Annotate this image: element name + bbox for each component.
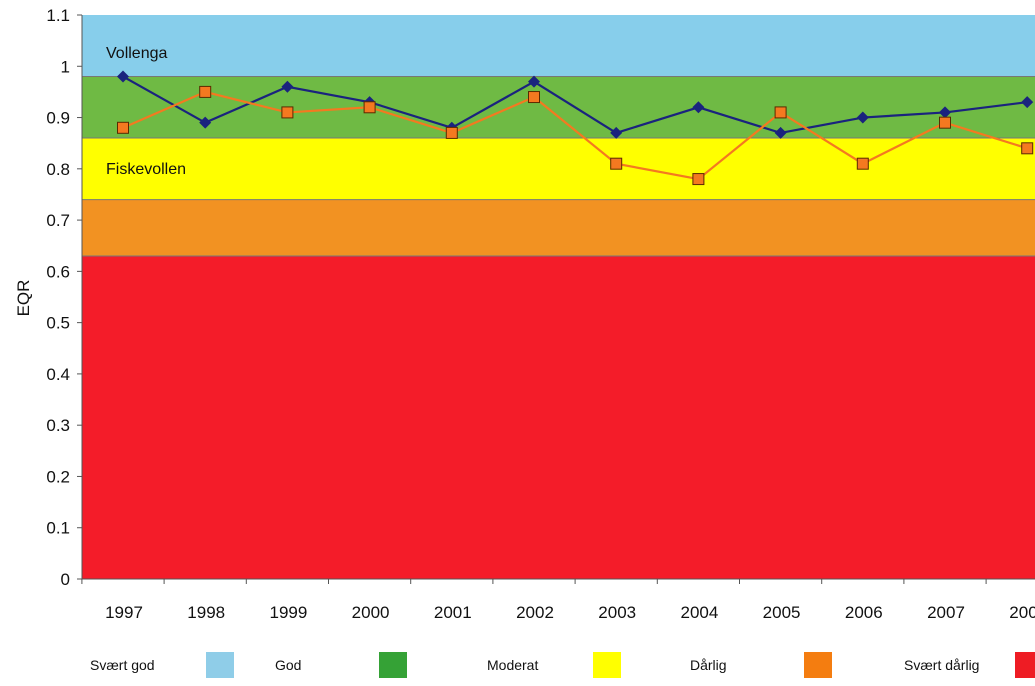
data-point-vollenga: [1021, 96, 1034, 109]
x-tick-label: 2007: [927, 603, 965, 622]
data-point-fiskevollen: [692, 173, 705, 186]
x-tick-label: 1997: [105, 603, 143, 622]
y-tick-label: 1.1: [46, 6, 70, 25]
x-tick-label: 2008: [1009, 603, 1035, 622]
x-tick-label: 2001: [434, 603, 472, 622]
data-point-vollenga: [692, 101, 705, 114]
quality-band: [82, 199, 1035, 256]
x-tick-label: 2005: [763, 603, 801, 622]
y-tick-label: 0.4: [46, 365, 70, 384]
quality-band: [82, 255, 1035, 579]
legend-swatch: [206, 652, 234, 678]
data-point-vollenga: [117, 70, 129, 83]
legend-label: Svært dårlig: [904, 657, 979, 673]
legend-swatch: [804, 652, 832, 678]
y-tick-label: 0.5: [46, 314, 70, 333]
data-point-fiskevollen: [117, 121, 129, 134]
data-point-fiskevollen: [1021, 142, 1034, 155]
y-tick-label: 0.8: [46, 160, 70, 179]
data-point-vollenga: [856, 111, 869, 124]
legend-swatch: [593, 652, 621, 678]
data-point-vollenga: [199, 116, 212, 129]
data-point-vollenga: [774, 126, 787, 139]
data-point-fiskevollen: [610, 157, 623, 170]
series-line-vollenga: [122, 75, 1028, 135]
series-line-fiskevollen: [122, 90, 1028, 181]
legend-label: Dårlig: [690, 657, 727, 673]
y-tick-label: 0.3: [46, 416, 70, 435]
x-tick-label: 2000: [352, 603, 390, 622]
y-tick-label: 0.1: [46, 519, 70, 538]
legend-swatch: [379, 652, 407, 678]
x-tick-label: 2002: [516, 603, 554, 622]
data-point-fiskevollen: [363, 101, 376, 114]
data-point-fiskevollen: [774, 106, 787, 119]
x-tick-label: 1999: [269, 603, 307, 622]
y-tick-label: 0: [61, 570, 70, 589]
y-axis-title: EQR: [14, 280, 33, 317]
y-tick-label: 0.7: [46, 211, 70, 230]
x-tick-label: 1998: [187, 603, 225, 622]
data-point-fiskevollen: [445, 126, 458, 139]
y-tick-label: 1: [61, 57, 70, 76]
data-point-vollenga: [281, 80, 294, 93]
quality-band: [82, 76, 1035, 139]
data-point-fiskevollen: [528, 91, 540, 104]
x-tick-label: 2003: [598, 603, 636, 622]
data-point-vollenga: [610, 126, 623, 139]
y-tick-label: 0.6: [46, 262, 70, 281]
data-point-fiskevollen: [281, 106, 294, 119]
quality-band: [82, 138, 1035, 200]
data-point-fiskevollen: [939, 116, 951, 129]
data-point-fiskevollen: [856, 157, 869, 170]
data-point-fiskevollen: [199, 85, 212, 98]
x-tick-label: 2006: [845, 603, 883, 622]
data-point-vollenga: [939, 106, 951, 119]
legend-label: Svært god: [90, 657, 155, 673]
data-point-vollenga: [528, 75, 540, 88]
x-tick-label: 2004: [680, 603, 718, 622]
series-label-vollenga: Vollenga: [106, 45, 167, 62]
y-tick-label: 0.9: [46, 109, 70, 128]
y-tick-label: 0.2: [46, 467, 70, 486]
legend-label: Moderat: [487, 657, 538, 673]
legend-swatch: [1015, 652, 1035, 678]
series-label-fiskevollen: Fiskevollen: [106, 161, 186, 178]
quality-band: [82, 15, 1035, 77]
legend-label: God: [275, 657, 301, 673]
